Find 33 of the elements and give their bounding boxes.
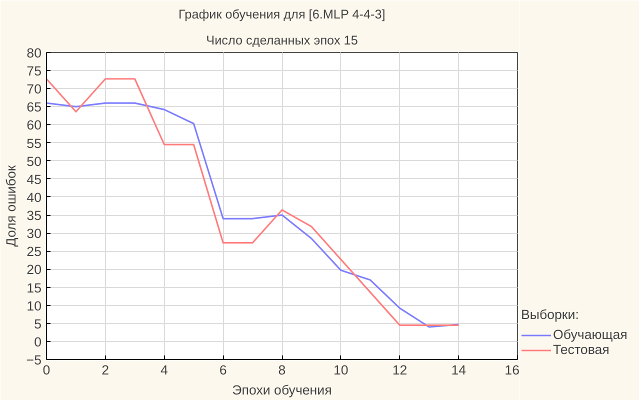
y-tick-label: 10	[26, 298, 42, 314]
y-tick-label: 40	[26, 190, 42, 205]
y-tick-label: 35	[26, 208, 42, 224]
y-axis-title: Доля ошибок	[3, 165, 18, 247]
legend-label: Тестовая	[553, 342, 610, 357]
x-axis-title: Эпохи обучения	[232, 382, 332, 398]
y-tick-label: 5	[34, 316, 42, 332]
chart-title: График обучения для [6.MLP 4-4-3]	[178, 8, 386, 22]
x-tick-label: 8	[278, 362, 286, 378]
chart-subtitle: Число сделанных эпох 15	[206, 34, 358, 48]
x-tick-label: 4	[160, 362, 169, 378]
y-tick-label: 65	[26, 100, 42, 115]
y-tick-label: 0	[34, 334, 42, 350]
y-tick-label: 15	[26, 280, 42, 296]
legend-title: Выборки:	[521, 307, 580, 322]
y-tick-label: 60	[26, 118, 42, 133]
y-tick-label: 70	[26, 82, 42, 97]
x-tick-label: 10	[333, 362, 348, 378]
y-tick-label: 30	[26, 226, 42, 242]
y-tick-label: 75	[26, 64, 42, 79]
y-tick-label: 20	[26, 262, 42, 278]
x-tick-label: 6	[219, 362, 227, 378]
y-tick-label: 25	[26, 244, 42, 260]
y-tick-label: 50	[26, 154, 42, 169]
y-tick-label: −5	[26, 352, 42, 368]
x-tick-label: 2	[102, 362, 110, 378]
legend-label: Обучающая	[553, 327, 628, 342]
x-tick-label: 14	[451, 362, 467, 378]
y-tick-label: 80	[26, 46, 42, 60]
y-tick-label: 45	[26, 172, 42, 187]
x-tick-label: 12	[392, 362, 408, 378]
y-tick-label: 55	[26, 136, 42, 151]
x-tick-label: 16	[504, 362, 520, 378]
